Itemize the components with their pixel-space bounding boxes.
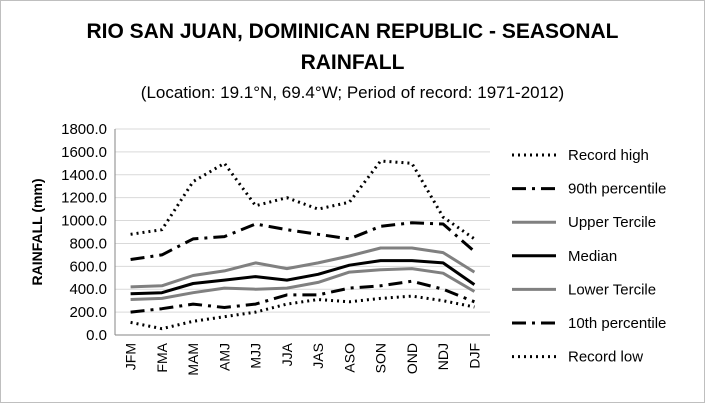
legend-label: Upper Tercile [568, 214, 656, 231]
series-line [130, 267, 476, 301]
x-tick-label: ASO [341, 343, 357, 373]
legend-label: Record high [568, 147, 649, 164]
legend-label: Median [568, 248, 617, 265]
series-line [130, 221, 476, 261]
y-tick-label: 0.0 [86, 327, 107, 344]
x-tick-label: SON [373, 343, 389, 373]
y-axis-label: RAINFALL (mm) [29, 178, 45, 285]
y-tick-label: 1400.0 [61, 167, 107, 184]
y-tick-label: 800.0 [69, 235, 107, 252]
x-tick-label: JFM [123, 343, 139, 370]
legend-label: Lower Tercile [568, 281, 656, 298]
series-line [130, 294, 475, 331]
chart-title-line2: RAINFALL [300, 51, 405, 74]
series-line [130, 246, 476, 289]
y-tick-label: 200.0 [69, 304, 107, 321]
x-tick-label: NDJ [435, 343, 451, 370]
x-tick-label: FMA [154, 342, 170, 372]
x-tick-label: MJJ [248, 343, 264, 369]
chart-subtitle: (Location: 19.1°N, 69.4°W; Period of rec… [140, 83, 565, 102]
legend-label: 90th percentile [568, 181, 666, 198]
x-tick-label: OND [404, 343, 420, 374]
series-line [130, 259, 476, 296]
y-tick-label: 400.0 [69, 281, 107, 298]
y-tick-label: 1800.0 [61, 121, 107, 138]
series-line [130, 279, 475, 314]
x-tick-label: JAS [310, 343, 326, 369]
chart-title: RIO SAN JUAN, DOMINICAN REPUBLIC - SEASO… [86, 20, 619, 43]
y-tick-label: 1600.0 [61, 144, 107, 161]
y-tick-label: 1000.0 [61, 213, 107, 230]
y-tick-label: 1200.0 [61, 190, 107, 207]
series-line [130, 159, 476, 241]
x-tick-label: AMJ [216, 343, 232, 371]
x-tick-label: DJF [466, 343, 482, 369]
x-tick-label: MAM [185, 343, 201, 376]
y-tick-label: 600.0 [69, 258, 107, 275]
x-tick-label: JJA [279, 342, 295, 366]
legend-label: Record low [568, 349, 643, 366]
legend-label: 10th percentile [568, 315, 666, 332]
